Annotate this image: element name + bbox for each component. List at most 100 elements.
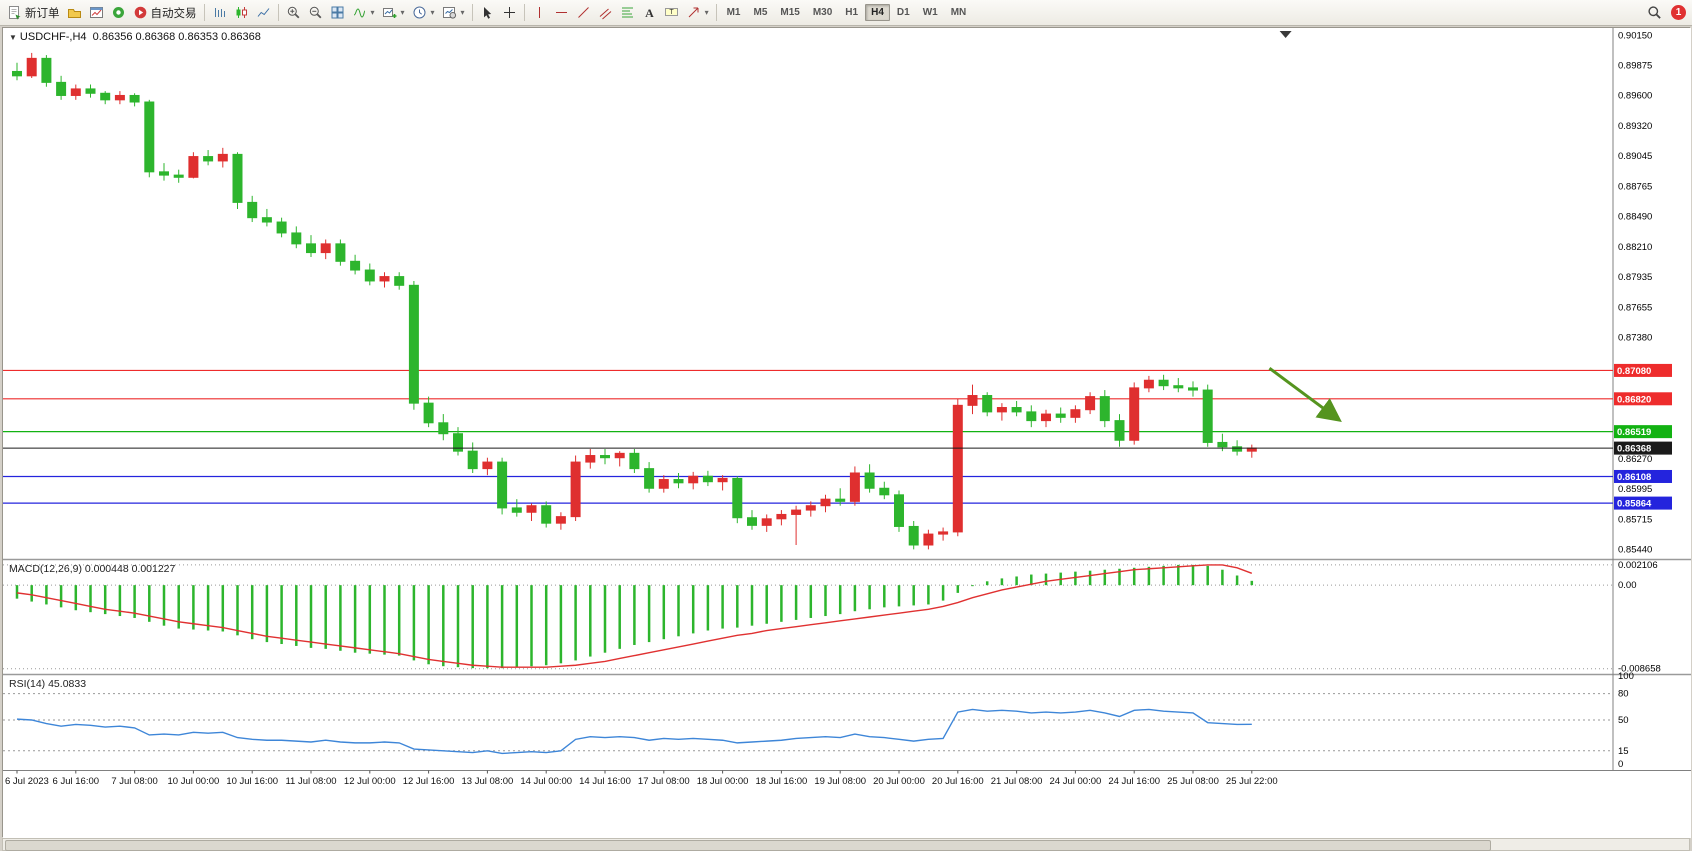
time-axis-label: 17 Jul 08:00: [638, 776, 690, 787]
search-button[interactable]: [1644, 3, 1665, 22]
candle-body: [129, 94, 140, 103]
line-chart-icon: [256, 5, 271, 20]
time-axis-label: 14 Jul 16:00: [579, 776, 631, 787]
macd-bar: [971, 585, 974, 587]
notification-badge[interactable]: 1: [1671, 5, 1686, 20]
bar-chart-mode-button[interactable]: [209, 3, 230, 22]
one-click-trading-toggle-icon[interactable]: ▼: [9, 33, 17, 42]
chevron-down-icon: ▾: [704, 8, 709, 17]
timeframe-m15-button[interactable]: M15: [780, 7, 800, 18]
macd-bar: [324, 585, 327, 649]
macd-bar: [838, 585, 842, 615]
timeframe-m5-button[interactable]: M5: [753, 7, 768, 18]
price-tags[interactable]: 0.87080 0.86820 0.86519 0.86368 0.86108 0.858…: [1614, 363, 1672, 510]
toolbar-separator: [523, 4, 525, 21]
macd-bar: [500, 585, 504, 669]
price-axis-tick: 0.89045: [1618, 151, 1652, 162]
macd-bar: [1074, 571, 1077, 586]
macd-signal-line: [16, 564, 1253, 668]
macd-bar: [1147, 566, 1151, 586]
toolbar-separator: [471, 4, 473, 21]
cursor-tool-button[interactable]: [477, 3, 498, 22]
crosshair-icon: [502, 5, 517, 20]
price-tag: [1614, 441, 1672, 455]
vertical-line-icon: [532, 5, 547, 20]
macd-bar: [89, 585, 92, 613]
macd-bar: [1191, 564, 1195, 586]
templates-button[interactable]: ▾: [439, 3, 468, 22]
candles: [12, 52, 1257, 550]
market-watch-button[interactable]: [108, 3, 129, 22]
macd-bar: [353, 585, 357, 653]
horizontal-line-tool-button[interactable]: [551, 3, 572, 22]
crosshair-tool-button[interactable]: [499, 3, 520, 22]
chart-window: 0.90150 0.89875 0.89600 0.89320 0.89045 0.887…: [2, 27, 1691, 838]
indicators-button[interactable]: ▾: [349, 3, 378, 22]
price-axis-tick: 0.88210: [1618, 242, 1652, 253]
chart-canvas[interactable]: 0.90150 0.89875 0.89600 0.89320 0.89045 0.887…: [3, 28, 1691, 838]
new-order-button[interactable]: 新订单: [4, 3, 63, 23]
add-chart-button[interactable]: ▾: [379, 3, 408, 22]
profiles-button[interactable]: [64, 3, 85, 22]
timeframe-m30-button[interactable]: M30: [812, 7, 833, 18]
candle-body: [261, 217, 272, 223]
candle-body: [159, 171, 169, 176]
macd-bar: [250, 585, 254, 640]
chart-shift-marker[interactable]: [1279, 31, 1292, 38]
macd-bar: [985, 581, 989, 586]
auto-trading-button[interactable]: 自动交易: [130, 3, 200, 23]
candle-body: [497, 461, 508, 509]
macd-bar: [1015, 576, 1018, 586]
candle-body: [702, 475, 713, 483]
periods-button[interactable]: ▾: [409, 3, 438, 22]
text-label-tool-button[interactable]: T: [661, 3, 682, 22]
candlestick-mode-button[interactable]: [231, 3, 252, 22]
horizontal-scrollbar[interactable]: [2, 838, 1690, 851]
timeframe-h1-button[interactable]: H1: [845, 7, 859, 18]
zoom-out-button[interactable]: [305, 3, 326, 22]
macd-bar: [691, 585, 695, 634]
macd-bar: [677, 585, 680, 637]
market-globe-icon: [111, 5, 126, 20]
price-tag: [1614, 363, 1672, 377]
macd-bar: [1235, 575, 1239, 586]
toolbar-separator: [715, 4, 717, 21]
timeframe-h4-button[interactable]: H4: [865, 4, 890, 21]
tile-windows-button[interactable]: [327, 3, 348, 22]
profiles-folder-icon: [67, 5, 82, 20]
zoom-in-button[interactable]: [283, 3, 304, 22]
timeframe-d1-button[interactable]: D1: [896, 7, 910, 18]
macd-bar: [45, 585, 48, 605]
auto-trading-icon: [133, 5, 148, 20]
channel-tool-button[interactable]: [595, 3, 616, 22]
candle-body: [923, 533, 934, 546]
candle-body: [467, 450, 478, 470]
trendline-tool-button[interactable]: [573, 3, 594, 22]
timeframe-m1-button[interactable]: M1: [726, 7, 741, 18]
macd-bar: [559, 585, 563, 664]
macd-bar: [265, 585, 269, 643]
candle-body: [12, 70, 22, 77]
price-axis-tick: 0.90150: [1618, 30, 1652, 41]
new-chart-window-button[interactable]: [86, 3, 107, 22]
fibonacci-tool-button[interactable]: [617, 3, 638, 22]
time-axis: 6 Jul 2023 6 Jul 16:00 7 Jul 08:00 10 Jul 0…: [5, 770, 1278, 787]
candle-body: [541, 505, 552, 524]
macd-bar: [427, 585, 430, 665]
timeframe-mn-button[interactable]: MN: [950, 7, 967, 18]
macd-bar: [574, 585, 577, 661]
candle-body: [247, 201, 258, 219]
macd-bar: [824, 585, 827, 617]
candle-body: [217, 153, 228, 162]
macd-bar: [883, 585, 886, 608]
text-tool-button[interactable]: A: [639, 3, 660, 22]
candle-body: [776, 513, 787, 520]
candle-body: [1055, 413, 1066, 418]
timeframe-w1-button[interactable]: W1: [922, 7, 938, 18]
vertical-line-tool-button[interactable]: [529, 3, 550, 22]
horizontal-scrollbar-thumb[interactable]: [5, 840, 1491, 851]
annotation-arrow[interactable]: [1268, 367, 1342, 423]
new-order-label: 新订单: [25, 7, 60, 20]
line-chart-mode-button[interactable]: [253, 3, 274, 22]
arrows-tool-button[interactable]: ▾: [683, 3, 712, 22]
